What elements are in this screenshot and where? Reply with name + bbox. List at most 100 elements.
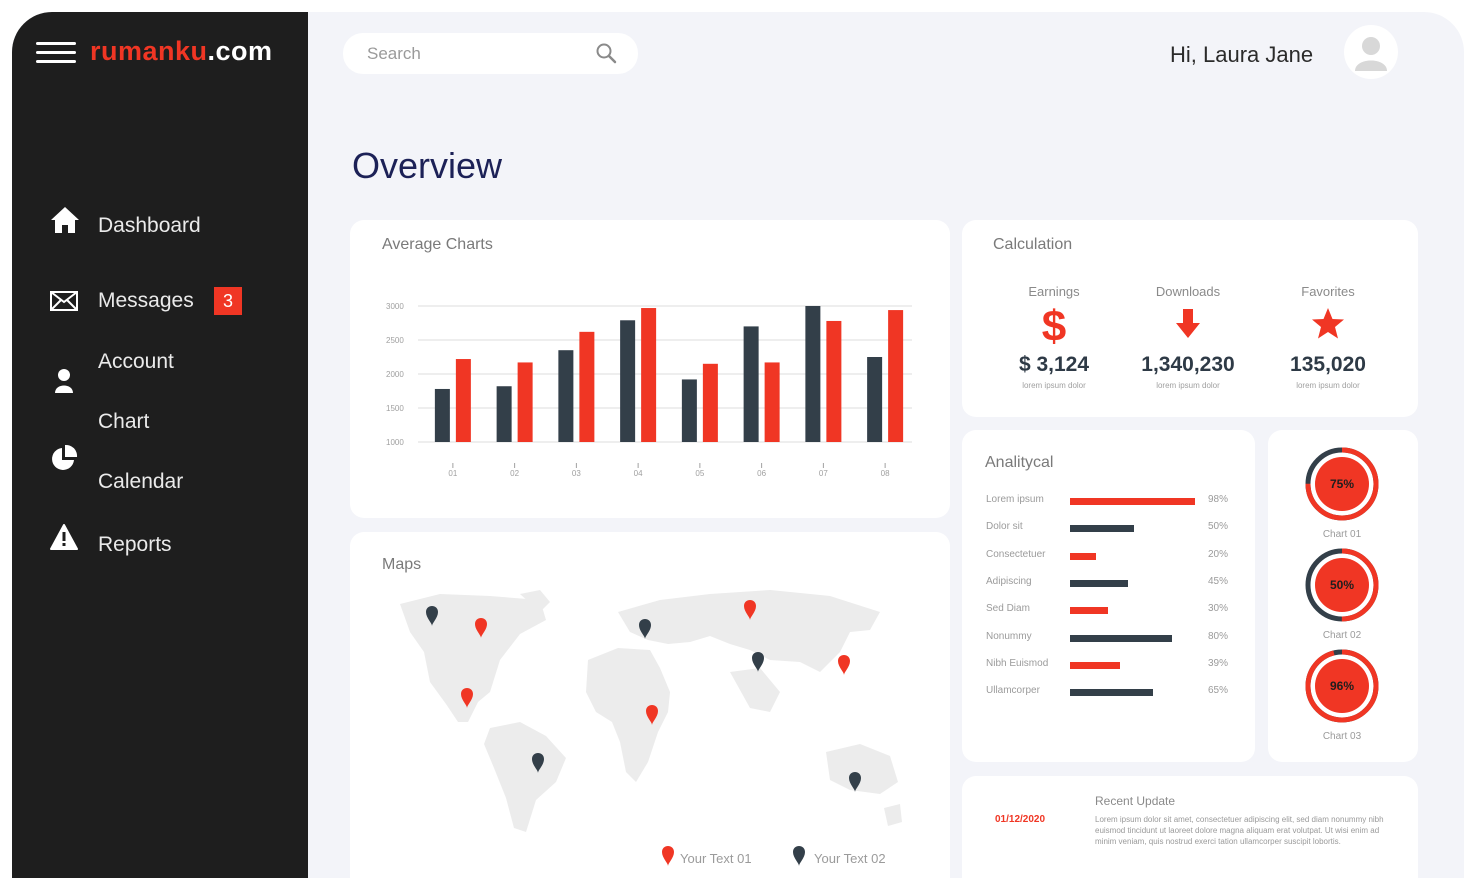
map-pin-icon[interactable] <box>752 652 764 672</box>
analytical-bar <box>1070 498 1196 505</box>
analytical-row: Nibh Euismod 39% <box>986 658 1236 672</box>
x-tick-label: 06 <box>757 469 766 478</box>
brand-logo[interactable]: rumanku.com <box>90 36 273 67</box>
analytical-label: Adipiscing <box>986 575 1032 587</box>
bar <box>579 331 595 442</box>
sidebar-item-label: Messages <box>98 289 194 312</box>
bar <box>620 320 636 442</box>
y-tick-label: 2000 <box>386 370 404 379</box>
average-charts-card: Average Charts 1000 1500 2000 2500 3000 01 02 0… <box>350 220 950 518</box>
x-tick-label: 01 <box>448 469 457 478</box>
sidebar-item-messages[interactable]: Messages 3 <box>48 282 288 322</box>
sidebar-item-label: Chart <box>98 410 150 433</box>
analytical-percent: 20% <box>1208 548 1229 560</box>
calculation-card: Calculation Earnings $ $ 3,124 lorem ips… <box>962 220 1418 417</box>
map-pin-icon[interactable] <box>646 705 658 725</box>
analytical-row: Sed Diam 30% <box>986 603 1236 617</box>
analytical-bar <box>1070 579 1128 587</box>
arrow-down-icon <box>1176 309 1200 338</box>
sidebar: rumanku.com Dashboard Messages 3 Account <box>12 12 308 878</box>
analytical-percent: 45% <box>1208 575 1229 587</box>
stat-label: Earnings <box>1028 284 1080 299</box>
recent-update-text: Lorem ipsum dolor sit amet, consectetuer… <box>1095 815 1384 846</box>
analytical-percent: 50% <box>1208 521 1229 533</box>
analytical-row: Nonummy 80% <box>986 631 1236 645</box>
donut-center <box>1315 558 1369 612</box>
analytical-row: Adipiscing 45% <box>986 576 1236 590</box>
sidebar-item-chart[interactable]: Chart <box>48 408 288 470</box>
map-pin-icon[interactable] <box>849 772 861 792</box>
app-window: rumanku.com Dashboard Messages 3 Account <box>12 12 1464 878</box>
donut-charts: 75% 50% 96% <box>1305 447 1379 723</box>
analytical-percent: 30% <box>1208 603 1229 615</box>
x-tick-label: 05 <box>695 469 704 478</box>
y-tick-label: 3000 <box>386 302 404 311</box>
legend-label: Your Text 02 <box>814 851 886 866</box>
card-title: Analitycal <box>985 454 1054 471</box>
card-title: Maps <box>382 556 422 573</box>
map-pin-icon[interactable] <box>475 618 487 638</box>
search-input[interactable] <box>367 42 587 66</box>
bar <box>517 362 533 442</box>
sidebar-item-label: Dashboard <box>98 214 201 237</box>
dollar-icon: $ <box>1042 303 1066 347</box>
analytical-bar <box>1070 634 1173 642</box>
map-pins <box>426 600 861 792</box>
y-tick-label: 2500 <box>386 336 404 345</box>
donut-progress <box>1305 447 1379 521</box>
brand-domain: .com <box>207 36 273 66</box>
page-title: Overview <box>352 145 503 186</box>
legend-pin-red-icon <box>662 846 674 866</box>
donut-caption: Chart 03 <box>1322 731 1362 742</box>
favorites-stat: Favorites 135,020 lorem ipsum dolor <box>1258 284 1398 390</box>
analytical-percent: 65% <box>1208 685 1229 697</box>
sidebar-item-dashboard[interactable]: Dashboard <box>48 205 288 245</box>
donut-label: 96% <box>1330 679 1354 693</box>
y-tick-label: 1000 <box>386 438 404 447</box>
stat-value: $ 3,124 <box>1018 353 1090 376</box>
bar <box>702 363 718 442</box>
analytical-bar <box>1070 607 1109 615</box>
brand-name: rumanku <box>90 36 208 66</box>
analytical-label: Nonummy <box>986 630 1032 642</box>
analytical-label: Lorem ipsum <box>986 494 1044 505</box>
stat-value: 1,340,230 <box>1141 353 1235 376</box>
bar <box>496 386 512 442</box>
bar <box>867 357 883 442</box>
analytical-label: Ullamcorper <box>986 685 1040 697</box>
sidebar-item-reports[interactable]: Reports <box>48 524 288 564</box>
map-pin-icon[interactable] <box>744 600 756 620</box>
mail-icon <box>50 291 78 311</box>
bar <box>681 379 697 442</box>
map-pin-icon[interactable] <box>426 606 438 626</box>
stat-caption: lorem ipsum dolor <box>1296 381 1360 390</box>
legend-pin-dark-icon <box>793 846 805 866</box>
world-map: Your Text 01 Your Text 02 <box>400 590 902 866</box>
analytical-row: Ullamcorper 65% <box>986 685 1236 699</box>
donut-progress <box>1305 649 1379 723</box>
recent-update-card: Recent Update 01/12/2020 Lorem ipsum dol… <box>962 776 1418 878</box>
donut-caption: Chart 02 <box>1322 630 1362 641</box>
stat-caption: lorem ipsum dolor <box>1156 381 1220 390</box>
avatar[interactable] <box>1344 25 1398 79</box>
stat-value: 135,020 <box>1290 353 1366 376</box>
bar <box>743 326 759 442</box>
x-tick-label: 02 <box>510 469 519 478</box>
continents <box>400 590 902 832</box>
stat-label: Downloads <box>1155 284 1221 299</box>
hamburger-menu-icon[interactable] <box>36 42 76 66</box>
card-title: Calculation <box>993 236 1073 253</box>
map-pin-icon[interactable] <box>532 753 544 773</box>
x-tick-label: 08 <box>881 469 890 478</box>
search-icon[interactable] <box>595 42 617 64</box>
card-title: Average Charts <box>382 236 493 253</box>
map-pin-icon[interactable] <box>639 619 651 639</box>
sidebar-item-calendar[interactable]: Calendar <box>48 468 288 508</box>
map-pin-icon[interactable] <box>461 688 473 708</box>
map-pin-icon[interactable] <box>838 655 850 675</box>
downloads-stat: Downloads 1,340,230 lorem ipsum dolor <box>1118 284 1258 390</box>
sidebar-item-account[interactable]: Account <box>48 344 288 393</box>
analytical-card: Analitycal Lorem ipsum 98% Dolor sit 50% Con… <box>962 430 1255 762</box>
bar <box>826 320 842 442</box>
analytical-row: Lorem ipsum 98% <box>986 494 1236 508</box>
